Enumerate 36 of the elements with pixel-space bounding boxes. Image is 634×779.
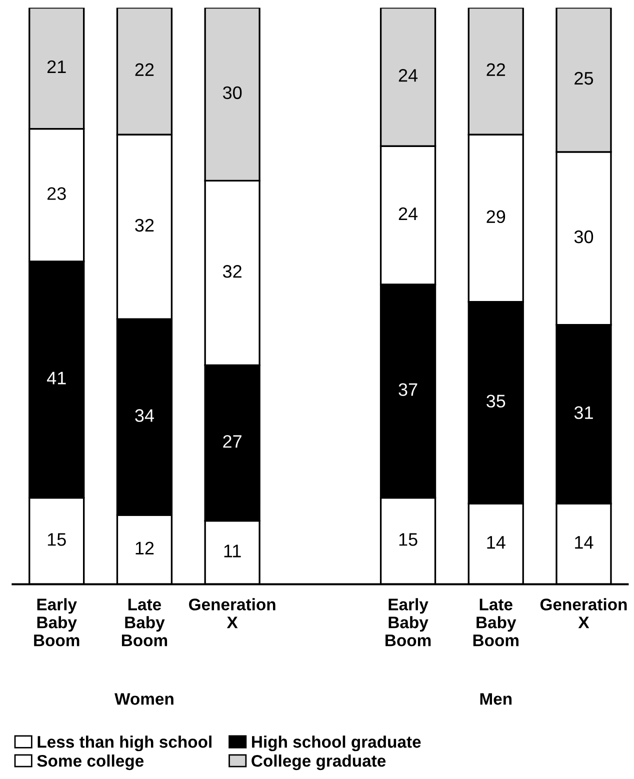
data-label: 23 [47,187,66,200]
data-label: 30 [222,86,242,100]
text: Women [114,693,174,705]
data-label: 22 [135,63,154,76]
data-label: 21 [47,60,66,73]
legend-label: High school graduate [252,736,421,752]
data-label: 14 [487,536,506,549]
x-tick-label: Generation X [540,598,627,628]
data-label: 41 [46,372,66,384]
data-label: 15 [399,533,418,546]
legend-label: College graduate [252,754,386,770]
data-label: 24 [398,69,418,82]
data-label: 30 [574,230,594,244]
data-label: 29 [486,210,506,224]
legend-label: Less than high school [38,736,212,752]
data-label: 27 [223,435,242,448]
data-label: 12 [136,542,154,554]
legend-label: Some college [37,754,144,770]
x-tick-label: Late Baby Boom [122,598,168,646]
data-label: 11 [224,544,241,558]
data-label: 24 [398,207,418,220]
data-label: 32 [222,265,242,278]
data-label: 34 [135,409,154,422]
x-tick-label: Early Baby Boom [34,598,80,646]
data-label: 32 [135,218,154,232]
x-tick-label: Late Baby Boom [473,598,518,646]
data-label: 25 [574,72,594,85]
x-tick-label: Early Baby Boom [386,598,431,646]
data-label: 37 [398,383,418,396]
data-label: 22 [486,63,506,76]
data-label: 15 [48,533,66,546]
data-label: 14 [575,536,594,549]
data-label: 31 [574,406,593,420]
data-label: 35 [486,394,506,408]
text: Men [480,693,512,705]
x-tick-label: Generation X [189,598,276,628]
